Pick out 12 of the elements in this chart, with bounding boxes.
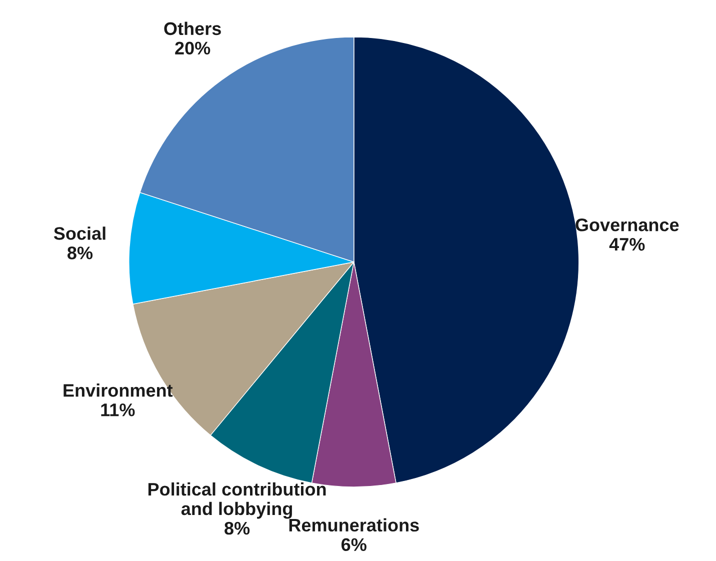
data-label: 6%	[341, 538, 366, 552]
slice-label: Environment	[64, 384, 173, 397]
slice-label: Social	[54, 226, 106, 240]
data-label: 8%	[67, 246, 93, 260]
slice-label: Political contribution and lobbying	[148, 482, 326, 519]
data-label: 47%	[609, 238, 645, 251]
data-label: 20%	[175, 42, 210, 55]
data-label: 11%	[101, 404, 135, 416]
data-label: 8%	[224, 522, 250, 535]
slice-label: Governance	[576, 218, 679, 232]
slice-label: Others	[164, 22, 221, 36]
slice-label: Remunerations	[289, 518, 419, 532]
